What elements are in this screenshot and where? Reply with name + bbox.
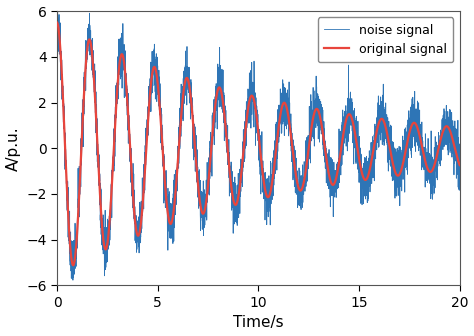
original signal (457, 163, 463, 167)
noise signal (55, 2, 60, 6)
Legend: noise signal, original signal: noise signal, original signal (318, 17, 454, 62)
noise signal (257, 134, 263, 138)
noise signal (457, 174, 463, 178)
original signal (54, 20, 60, 25)
original signal (328, 180, 334, 184)
original signal (257, 143, 263, 147)
original signal (134, 232, 140, 236)
noise signal (54, 14, 60, 18)
noise signal (70, 278, 76, 282)
Line: noise signal: noise signal (57, 4, 460, 280)
Y-axis label: A/p.u.: A/p.u. (6, 126, 20, 171)
X-axis label: Time/s: Time/s (233, 316, 283, 330)
noise signal (230, 194, 236, 198)
original signal (230, 196, 236, 200)
noise signal (111, 151, 117, 155)
original signal (70, 263, 76, 267)
original signal (111, 147, 117, 151)
original signal (226, 157, 231, 161)
noise signal (134, 233, 140, 237)
noise signal (226, 153, 231, 157)
Line: original signal: original signal (57, 23, 460, 265)
noise signal (328, 162, 334, 166)
